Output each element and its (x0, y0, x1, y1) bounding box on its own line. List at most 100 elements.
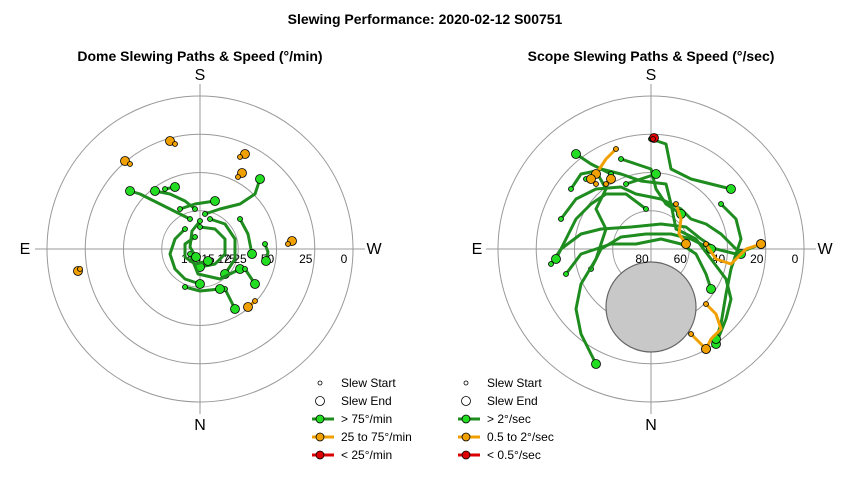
scope-excluded-zone (605, 261, 697, 353)
dome-cardinal-west: W (366, 241, 382, 258)
scope-grid (486, 84, 816, 414)
scope-slew-path (569, 169, 608, 366)
scope-slew-path (554, 192, 648, 261)
dome-slew-paths (73, 136, 297, 314)
dome-slew-start-point (237, 154, 243, 160)
scope-slew-start-point (650, 136, 656, 142)
scope-slew-paths (548, 133, 766, 369)
scope-slew-end-point (551, 254, 561, 264)
dome-slew-end-point (125, 186, 135, 196)
scope-slew-start-point (703, 301, 709, 307)
scope-slew-end-point (756, 239, 766, 249)
scope-slew-path (624, 172, 658, 186)
dome-legend-label: > 75°/min (341, 412, 392, 426)
dome-slew-end-point (210, 196, 220, 206)
scope-radial-tick-label: 80 (635, 252, 649, 266)
scope-slew-path (674, 202, 688, 246)
scope-legend-label: Slew Start (487, 376, 542, 390)
scope-slew-end-point (726, 184, 736, 194)
scope-slew-start-point (703, 241, 709, 247)
scope-slew-end-point (651, 169, 661, 179)
scope-polar-chart: Scope Slewing Paths & Speed (°/sec) S N … (458, 48, 833, 462)
dome-slew-path (188, 252, 242, 281)
dome-radial-tick-label: 25 (299, 252, 313, 266)
dome-grid (35, 84, 365, 414)
scope-slew-end-point (706, 284, 716, 294)
scope-slew-end-point (681, 239, 691, 249)
scope-slew-path (549, 222, 763, 266)
dome-ring (46, 95, 354, 403)
scope-slew-start-point (613, 146, 619, 152)
scope-radial-tick-label: 0 (792, 252, 799, 266)
scope-slew-start-point (718, 201, 724, 207)
scope-slew-path (584, 167, 733, 346)
dome-polar-chart: Dome Slewing Paths & Speed (°/min) S N E… (20, 48, 412, 462)
dome-slew-start-point (262, 241, 268, 247)
dome-cardinal-south: S (195, 67, 206, 84)
dome-cardinal-north: N (194, 417, 206, 434)
scope-slew-start-point (603, 181, 609, 187)
dome-slew-start-point (197, 218, 203, 224)
scope-legend-label: < 0.5°/sec (487, 448, 541, 462)
dome-slew-path (168, 227, 202, 286)
dome-slew-end-point (247, 249, 257, 259)
scope-chart-title: Scope Slewing Paths & Speed (°/sec) (528, 48, 775, 64)
scope-slew-start-point (688, 331, 694, 337)
dome-slew-end-point (255, 174, 265, 184)
dome-radial-ticks: 1007550250151225 (181, 252, 348, 266)
dome-slew-start-point (192, 234, 198, 240)
dome-slew-start-point (237, 216, 243, 222)
scope-cardinal-south: S (646, 67, 657, 84)
dome-slew-end-point (243, 302, 253, 312)
dome-legend-marker-medium (315, 432, 325, 442)
scope-slew-path (704, 302, 723, 351)
scope-slew-path (594, 147, 618, 176)
scope-cardinal-east: E (472, 241, 483, 258)
scope-slew-start-point (558, 216, 564, 222)
dome-slew-end-point (203, 256, 213, 266)
scope-slew-start-point (548, 261, 554, 267)
dome-legend-marker-fast (315, 414, 325, 424)
scope-slew-start-point (673, 201, 679, 207)
scope-legend-marker-slow (461, 450, 471, 460)
scope-slew-path (714, 202, 743, 341)
scope-excluded-zone-disc (605, 261, 697, 353)
dome-slew-end-point (150, 186, 160, 196)
scope-cardinal-north: N (645, 417, 657, 434)
dome-legend-start-marker (317, 380, 323, 386)
dome-slew-start-point (172, 141, 178, 147)
dome-legend-end-marker (315, 396, 325, 406)
dome-ring (123, 172, 277, 326)
dome-slew-start-point (242, 266, 248, 272)
dome-slew-end-point (215, 284, 225, 294)
scope-slew-end-point (571, 149, 581, 159)
dome-slew-start-point (252, 298, 258, 304)
dome-center-tick-label: 12 (217, 252, 231, 266)
dome-slew-start-point (182, 284, 188, 290)
scope-slew-path (574, 152, 613, 176)
dome-legend-label: < 25°/min (341, 448, 392, 462)
dome-slew-end-point (170, 182, 180, 192)
scope-legend-label: 0.5 to 2°/sec (487, 430, 554, 444)
scope-slew-start-point (643, 206, 649, 212)
dome-ring (84, 133, 316, 365)
figure-title: Slewing Performance: 2020-02-12 S00751 (288, 11, 563, 27)
dome-slew-end-point (195, 279, 205, 289)
dome-slew-start-point (77, 266, 83, 272)
dome-slew-end-point (191, 252, 201, 262)
dome-legend: Slew Start Slew End > 75°/min 25 to 75°/min… (312, 376, 412, 462)
scope-slew-end-point (606, 174, 616, 184)
dome-slew-path (183, 285, 222, 293)
scope-legend-label: Slew End (487, 394, 538, 408)
dome-legend-label: 25 to 75°/min (341, 430, 412, 444)
dome-slew-start-point (177, 206, 183, 212)
dome-legend-label: Slew Start (341, 376, 396, 390)
scope-slew-start-point (568, 186, 574, 192)
dome-slew-start-point (197, 224, 203, 230)
scope-slew-end-point (701, 344, 711, 354)
dome-slew-start-point (202, 211, 208, 217)
dome-slew-path (183, 235, 210, 266)
dome-slew-path (178, 199, 217, 211)
scope-slew-path (619, 157, 683, 216)
dome-slew-path (128, 189, 192, 221)
